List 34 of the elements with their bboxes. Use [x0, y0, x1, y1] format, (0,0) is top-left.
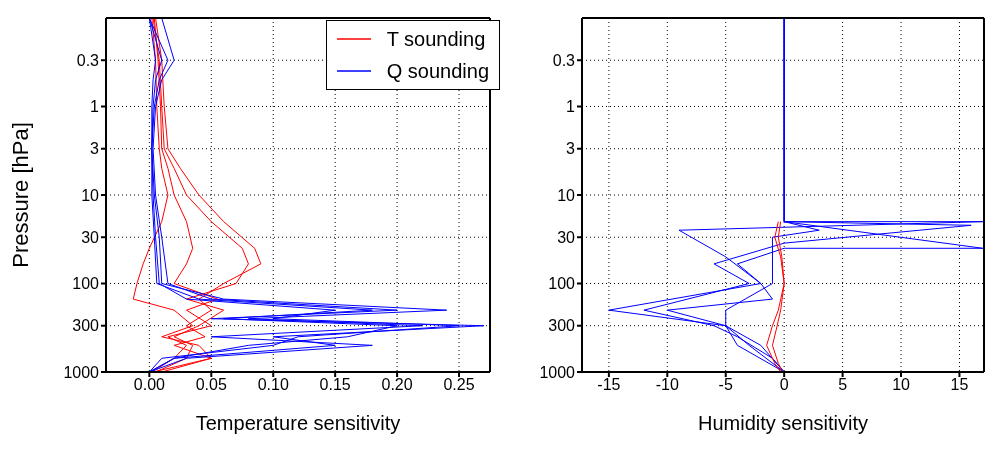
y-tick-label: 1 — [566, 98, 576, 116]
y-tick-label: 30 — [557, 228, 576, 246]
x-tick-label: -10 — [655, 376, 679, 394]
y-tick-label: 30 — [81, 228, 100, 246]
x-tick-label: -15 — [597, 376, 621, 394]
y-tick-label: 100 — [72, 275, 100, 293]
y-tick-label: 300 — [548, 317, 576, 335]
y-tick-label: 1 — [90, 98, 100, 116]
y-axis-title: Pressure [hPa] — [7, 122, 33, 268]
x-tick-label: -5 — [718, 376, 733, 394]
legend-label: T sounding — [386, 27, 486, 51]
x-tick-label: 0.20 — [381, 376, 413, 394]
y-tick-label: 3 — [566, 140, 576, 158]
legend-label: Q sounding — [386, 59, 489, 83]
x-tick-label: 0.00 — [133, 376, 166, 394]
y-tick-label: 100 — [548, 275, 576, 293]
y-tick-label: 1000 — [539, 363, 576, 381]
x-axis-title: Temperature sensitivity — [195, 412, 401, 434]
x-tick-label: 0.25 — [443, 376, 475, 394]
x-tick-label: 5 — [838, 376, 848, 394]
x-tick-label: 0.05 — [195, 376, 227, 394]
x-axis-title: Humidity sensitivity — [697, 412, 869, 434]
y-tick-label: 300 — [72, 317, 100, 335]
x-tick-label: 0.10 — [257, 376, 289, 394]
y-tick-label: 3 — [90, 140, 100, 158]
y-tick-label: 10 — [81, 186, 100, 204]
y-tick-label: 10 — [557, 186, 576, 204]
y-tick-label: 0.3 — [76, 51, 100, 69]
y-tick-label: 1000 — [63, 363, 100, 381]
x-tick-label: 10 — [892, 376, 911, 394]
x-tick-label: 0 — [779, 376, 789, 394]
x-tick-label: 0.15 — [319, 376, 351, 394]
x-tick-label: 15 — [950, 376, 969, 394]
y-tick-label: 0.3 — [552, 51, 576, 69]
